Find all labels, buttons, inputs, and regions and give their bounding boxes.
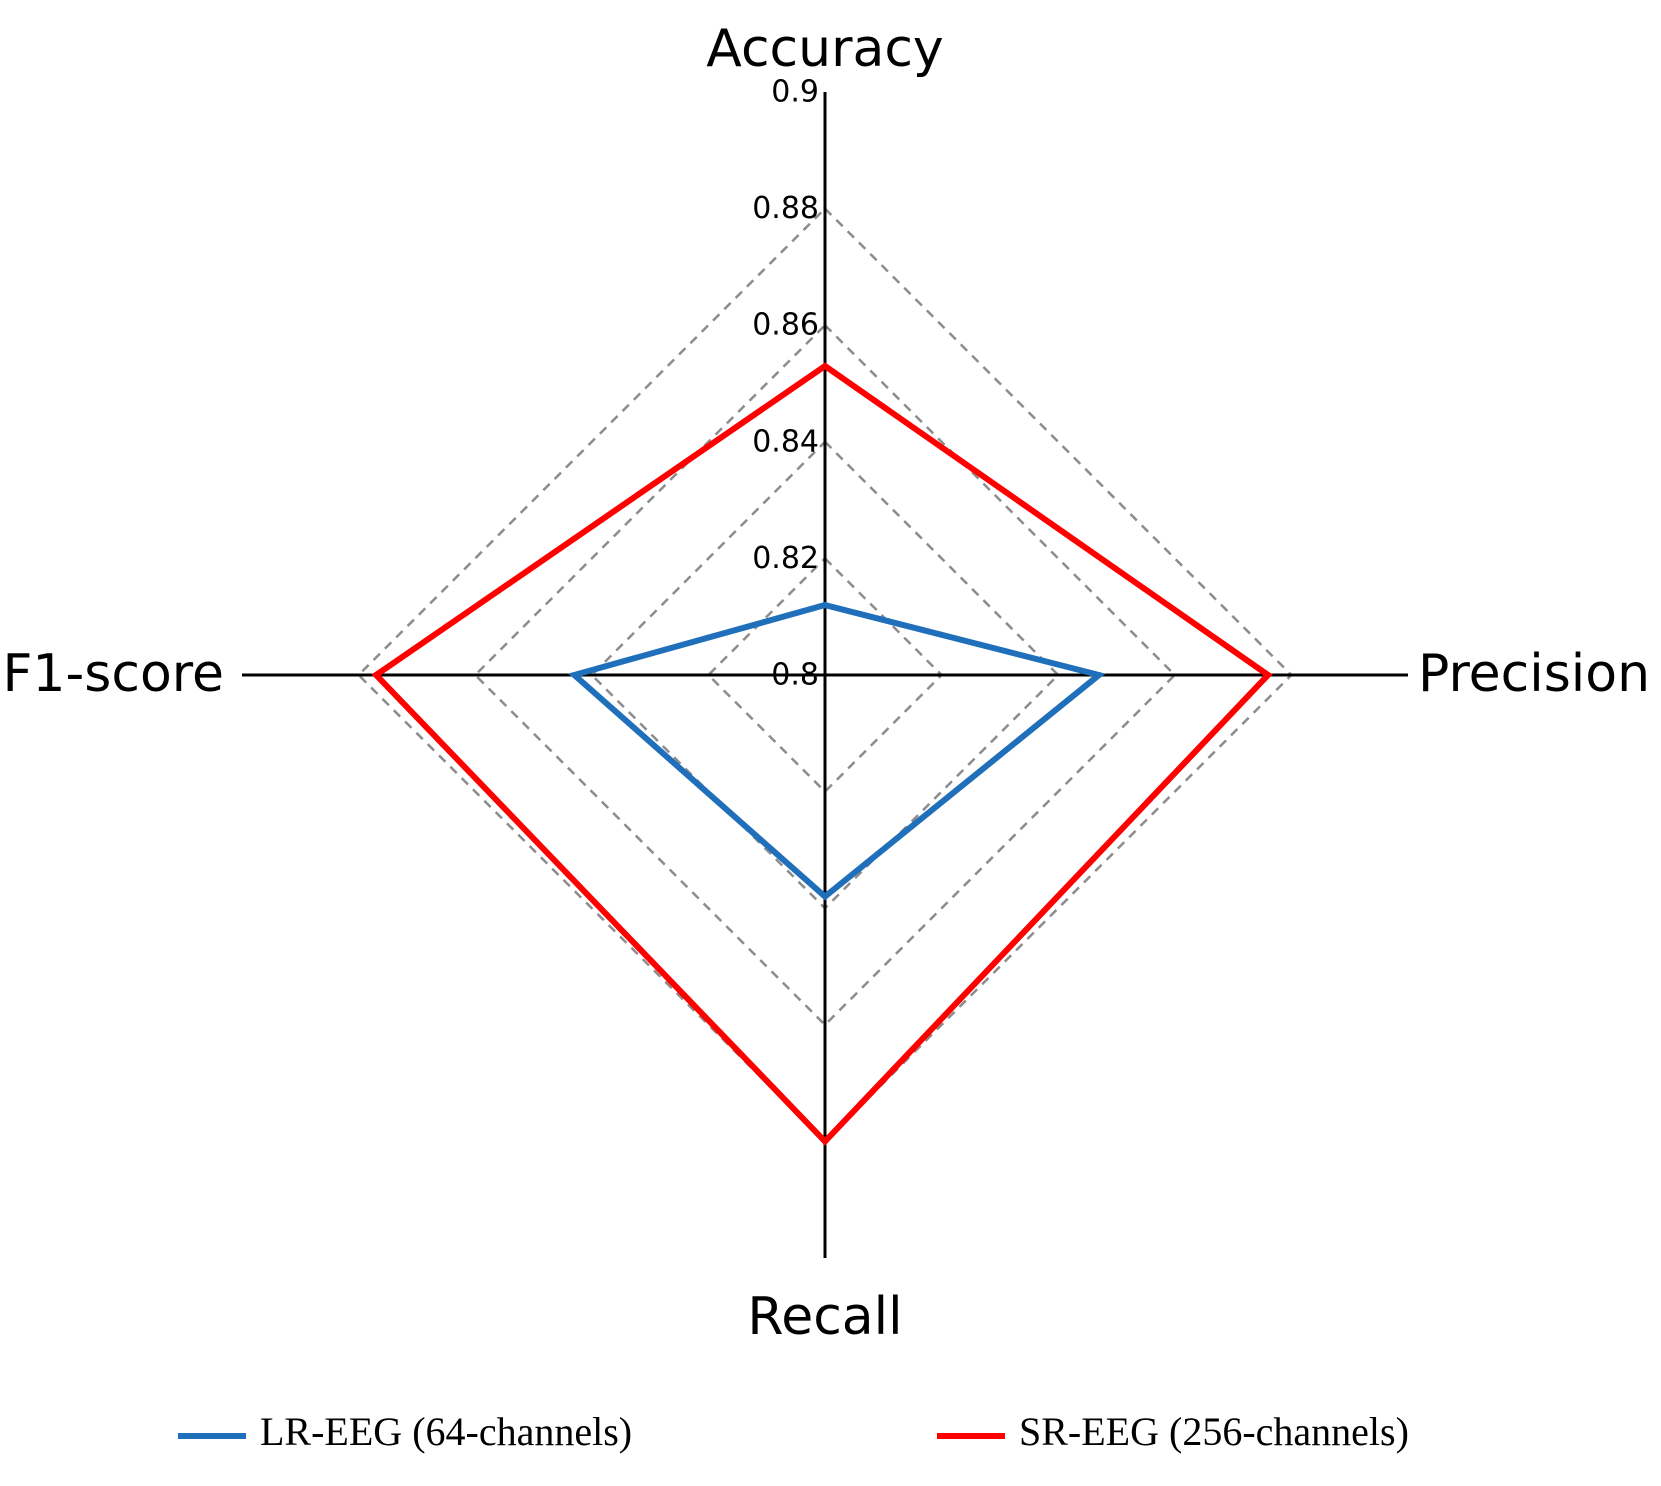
- data-point-lr-eeg-64-channels-recall: [822, 893, 828, 900]
- axis-label-precision: Precision: [1418, 644, 1650, 704]
- data-point-sr-eeg-256-channels-accuracy: [822, 363, 828, 370]
- legend-label-lr-eeg-64-channels: LR-EEG (64-channels): [260, 1409, 632, 1454]
- grid-ring-0-86: [473, 323, 1177, 1027]
- data-point-sr-eeg-256-channels-f1-score: [373, 672, 380, 678]
- series-line-sr-eeg-256-channels: [371, 362, 1273, 1146]
- legend-label-sr-eeg-256-channels: SR-EEG (256-channels): [1019, 1409, 1409, 1454]
- axis-label-accuracy: Accuracy: [706, 19, 943, 79]
- data-point-lr-eeg-64-channels-precision: [1096, 672, 1103, 678]
- tick-label-0-82: 0.82: [752, 541, 819, 576]
- data-point-lr-eeg-64-channels-accuracy: [822, 602, 828, 609]
- axis-label-recall: Recall: [747, 1287, 902, 1347]
- tick-label-0-9: 0.9: [771, 75, 819, 110]
- tick-label-0-88: 0.88: [752, 191, 819, 226]
- data-point-sr-eeg-256-channels-precision: [1265, 672, 1272, 678]
- data-point-sr-eeg-256-channels-recall: [822, 1138, 828, 1145]
- data-point-lr-eeg-64-channels-f1-score: [571, 672, 578, 678]
- tick-label-0-8: 0.8: [771, 658, 819, 693]
- axis-label-f1-score: F1-score: [3, 644, 224, 704]
- grid-ring-0-82: [706, 556, 944, 794]
- tick-label-0-84: 0.84: [752, 424, 819, 459]
- tick-label-0-86: 0.86: [752, 308, 819, 343]
